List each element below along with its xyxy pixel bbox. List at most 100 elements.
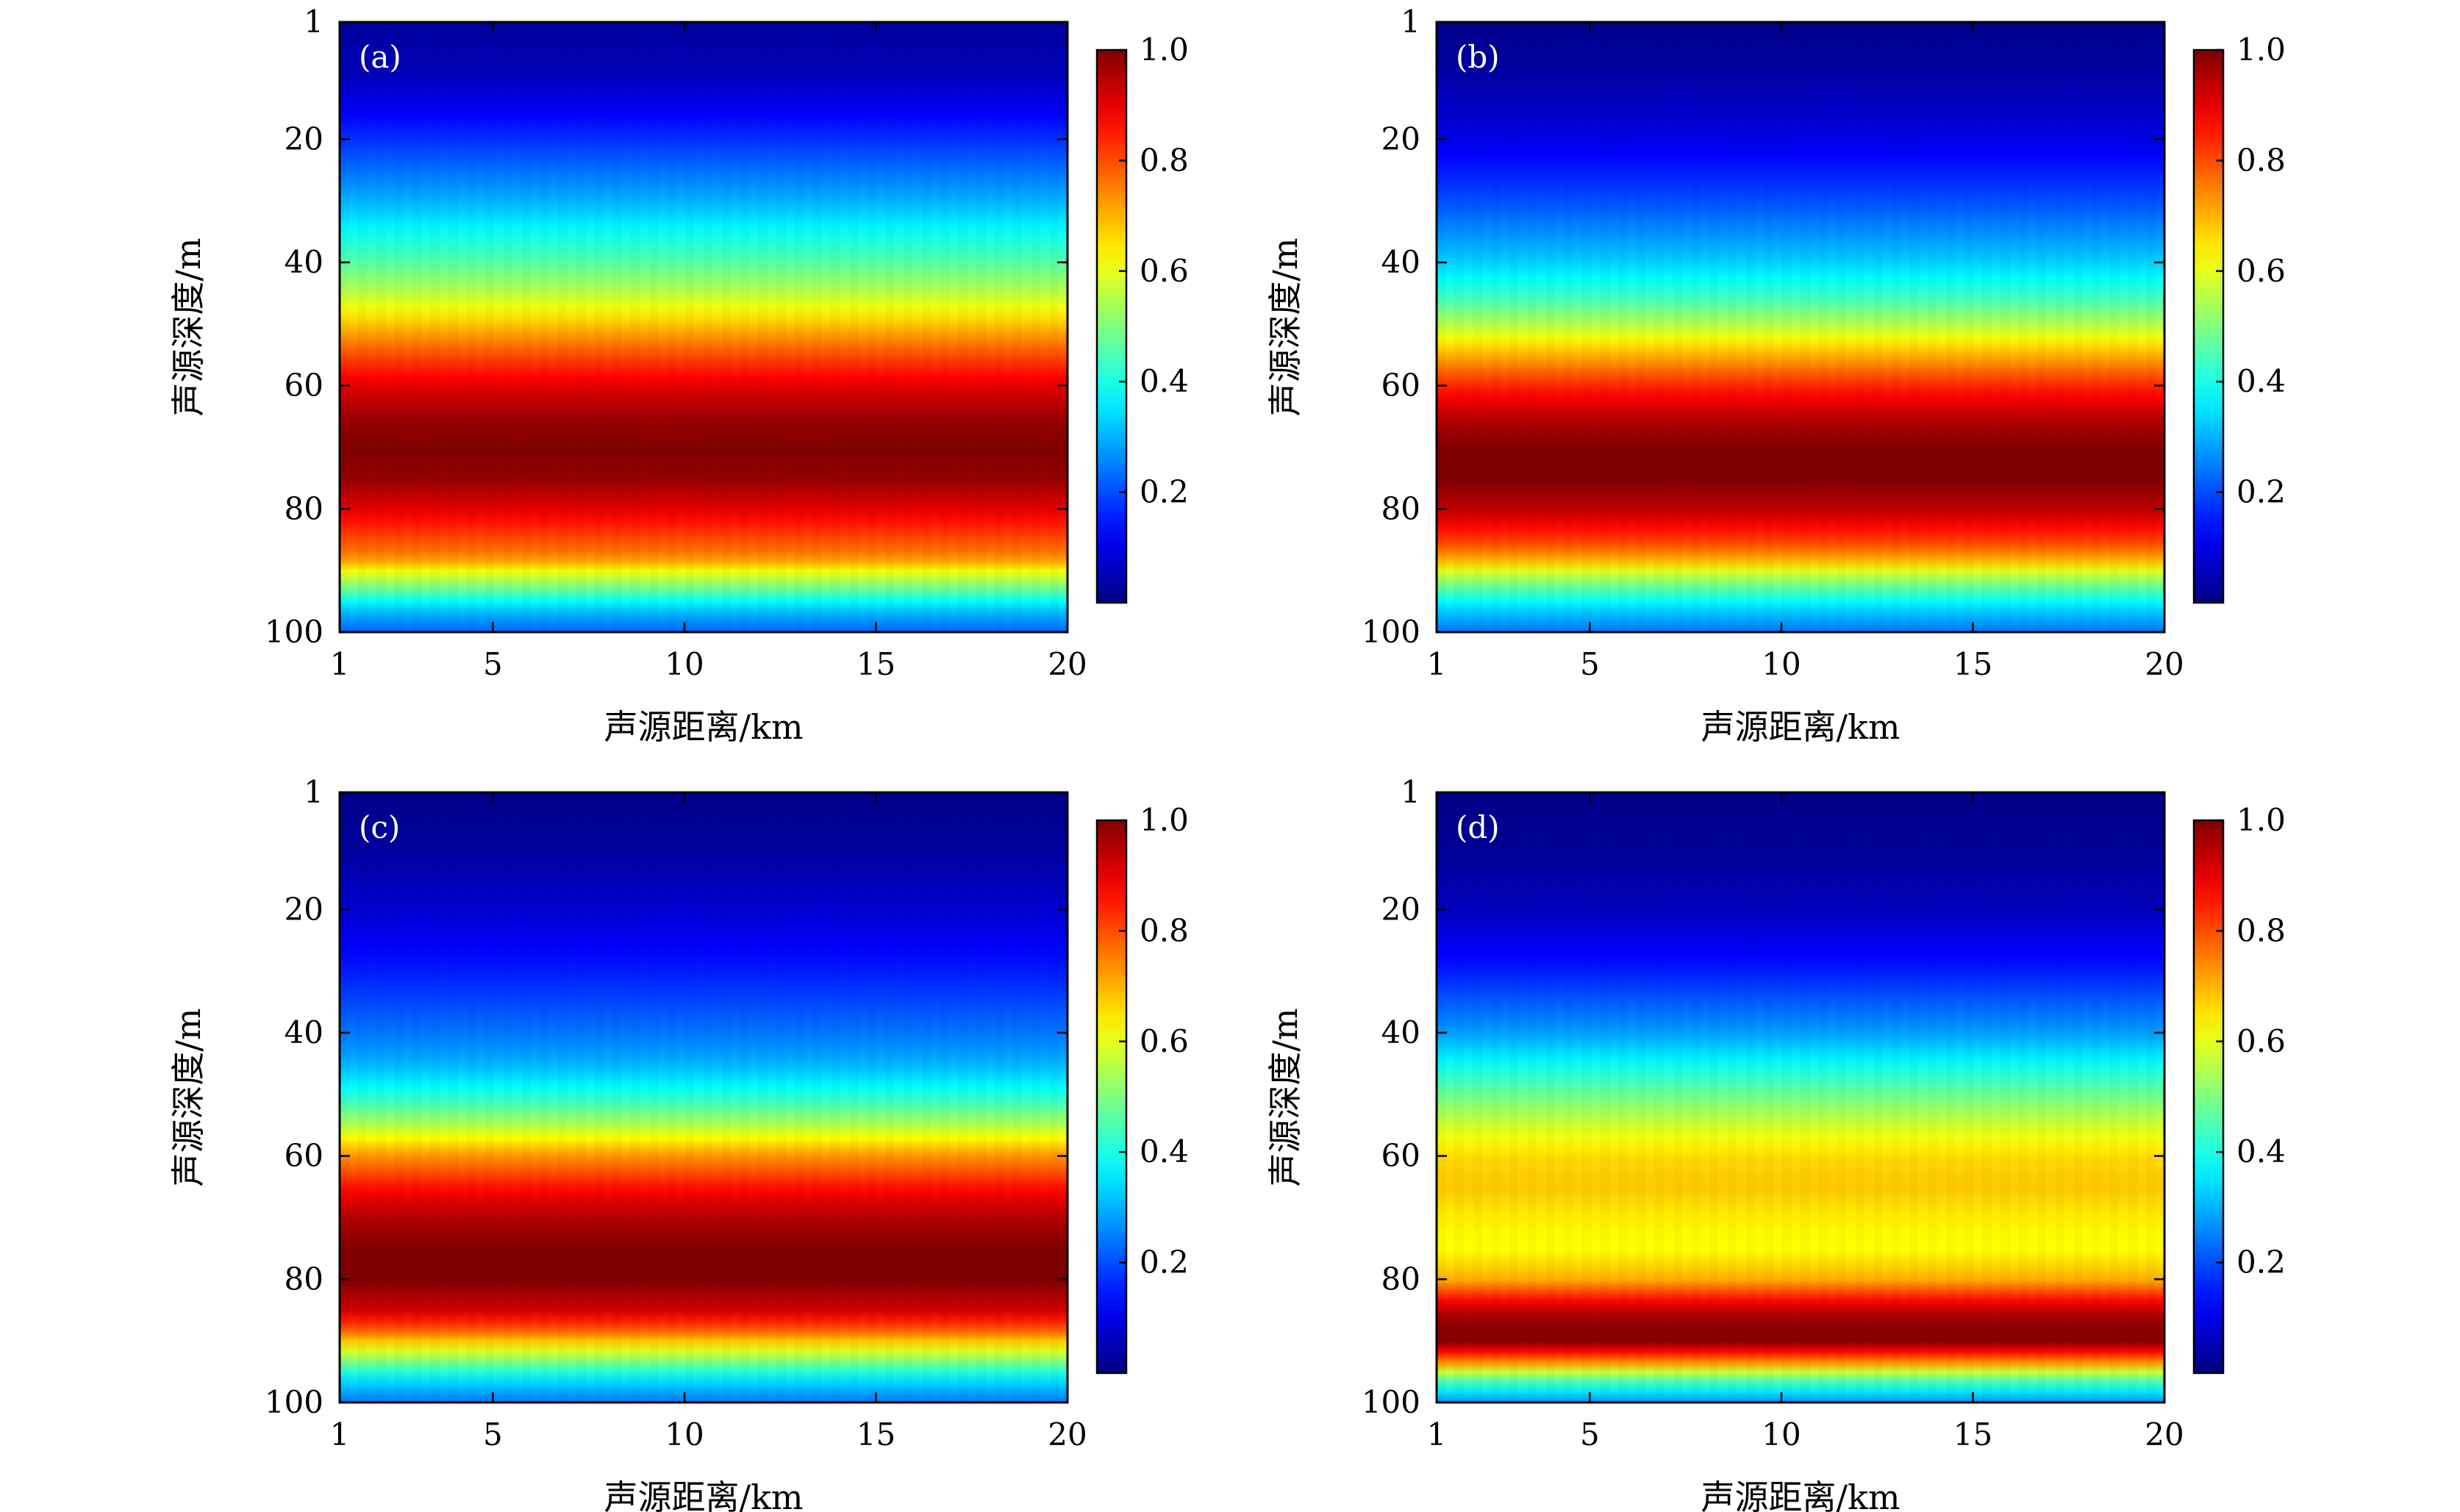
range-texture-stripe — [376, 792, 385, 1402]
range-texture-stripe — [2128, 792, 2137, 1402]
range-texture-stripe — [758, 792, 767, 1402]
range-texture-stripe — [740, 792, 749, 1402]
x-tick-label: 5 — [483, 646, 503, 682]
range-texture-stripe — [431, 22, 440, 632]
y-tick-label: 100 — [265, 1384, 323, 1420]
range-texture-stripe — [558, 792, 567, 1402]
range-texture-stripe — [2092, 22, 2100, 632]
x-tick-label: 15 — [857, 646, 895, 682]
range-texture-stripe — [1031, 792, 1040, 1402]
range-texture-stripe — [412, 22, 421, 632]
range-texture-stripe — [1928, 22, 1937, 632]
range-texture-stripe — [1892, 792, 1901, 1402]
y-tick-label: 80 — [1381, 1261, 1420, 1297]
y-tick-label: 1 — [1401, 774, 1420, 810]
range-texture-stripe — [2110, 792, 2119, 1402]
colorbar-tick-label: 1.0 — [2236, 802, 2286, 838]
range-texture-stripe — [394, 792, 403, 1402]
range-texture-stripe — [704, 792, 712, 1402]
range-texture-stripe — [576, 792, 585, 1402]
x-tick-label: 20 — [1048, 1416, 1087, 1452]
y-tick-label: 20 — [285, 891, 323, 927]
range-texture-stripe — [758, 22, 767, 632]
y-tick-label: 40 — [285, 1014, 323, 1050]
range-texture-stripe — [922, 22, 931, 632]
range-texture-stripe — [1983, 22, 1992, 632]
range-texture-stripe — [1964, 792, 1973, 1402]
y-tick-label: 20 — [1381, 121, 1420, 157]
y-axis-label: 声源深度/m — [168, 1008, 208, 1186]
range-texture-stripe — [1049, 22, 1058, 632]
colorbar-tick-label: 0.4 — [1140, 363, 1189, 399]
x-axis-label: 声源距离/km — [1701, 1477, 1901, 1512]
range-texture-stripe — [668, 792, 676, 1402]
range-texture-stripe — [2146, 22, 2155, 632]
colorbar-tick-label: 0.2 — [1140, 474, 1189, 510]
range-texture-stripe — [1637, 22, 1645, 632]
range-texture-stripe — [612, 792, 621, 1402]
colorbar-tick-label: 0.6 — [2236, 253, 2286, 289]
range-texture-stripe — [1601, 792, 1609, 1402]
range-texture-stripe — [1455, 22, 1464, 632]
range-texture-stripe — [886, 22, 895, 632]
range-texture-stripe — [831, 22, 840, 632]
range-texture-stripe — [776, 792, 785, 1402]
heatmap-field — [340, 792, 1068, 1402]
range-texture-stripe — [467, 22, 476, 632]
range-texture-stripe — [1528, 792, 1537, 1402]
range-texture-stripe — [940, 22, 949, 632]
range-texture-stripe — [668, 22, 676, 632]
x-tick-label: 20 — [2145, 1416, 2184, 1452]
panel-label: (a) — [359, 39, 401, 75]
range-texture-stripe — [795, 22, 804, 632]
range-texture-stripe — [1601, 22, 1609, 632]
range-texture-stripe — [1564, 22, 1573, 632]
range-texture-stripe — [776, 22, 785, 632]
x-tick-label: 5 — [483, 1416, 503, 1452]
range-texture-stripe — [1473, 792, 1482, 1402]
range-texture-stripe — [358, 22, 367, 632]
range-texture-stripe — [376, 22, 385, 632]
range-texture-stripe — [868, 792, 876, 1402]
range-texture-stripe — [959, 792, 968, 1402]
range-texture-stripe — [649, 22, 658, 632]
range-texture-stripe — [1509, 792, 1518, 1402]
range-texture-stripe — [1049, 792, 1058, 1402]
range-texture-stripe — [1619, 22, 1628, 632]
range-texture-stripe — [1892, 22, 1901, 632]
range-texture-stripe — [1801, 22, 1809, 632]
heatmap-field — [1437, 22, 2164, 632]
range-texture-stripe — [485, 22, 494, 632]
range-texture-stripe — [740, 22, 749, 632]
colorbar-tick-label: 0.2 — [2236, 1244, 2286, 1280]
y-tick-label: 60 — [285, 368, 323, 404]
x-tick-label: 20 — [2145, 646, 2184, 682]
range-texture-stripe — [685, 792, 694, 1402]
range-texture-stripe — [922, 792, 931, 1402]
range-texture-stripe — [2019, 792, 2028, 1402]
panel-label: (c) — [359, 809, 400, 845]
y-tick-label: 1 — [304, 774, 323, 810]
range-texture-stripe — [2146, 792, 2155, 1402]
x-tick-label: 15 — [1953, 1416, 1992, 1452]
range-texture-stripe — [2056, 792, 2064, 1402]
chart-panel-1: 1 5 10 15 20120406080100(b)声源距离/km声源深度/m0.20… — [1265, 4, 2286, 747]
x-tick-label: 1 — [1427, 1416, 1447, 1452]
range-texture-stripe — [722, 22, 731, 632]
x-axis-label: 声源距离/km — [604, 707, 804, 747]
x-tick-label: 1 — [330, 646, 350, 682]
range-texture-stripe — [1692, 792, 1701, 1402]
range-texture-stripe — [1564, 792, 1573, 1402]
y-tick-label: 20 — [285, 121, 323, 157]
range-texture-stripe — [1582, 22, 1591, 632]
range-texture-stripe — [1509, 22, 1518, 632]
range-texture-stripe — [467, 792, 476, 1402]
range-texture-stripe — [1837, 22, 1846, 632]
colorbar-tick-label: 1.0 — [2236, 32, 2286, 68]
range-texture-stripe — [995, 22, 1004, 632]
range-texture-stripe — [1455, 792, 1464, 1402]
range-texture-stripe — [522, 22, 531, 632]
y-tick-label: 40 — [1381, 1014, 1420, 1050]
range-texture-stripe — [1728, 22, 1737, 632]
